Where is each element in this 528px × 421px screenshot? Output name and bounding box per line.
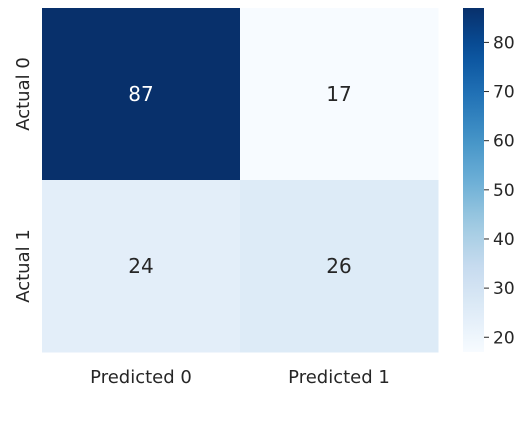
colorbar: 20 30 40 50 60 70 80 <box>463 8 515 352</box>
heatmap-cell-r1-c1 <box>240 180 439 353</box>
colorbar-tick-label: 60 <box>493 132 515 152</box>
heatmap-cells <box>42 8 439 353</box>
x-tick-label: Predicted 1 <box>288 367 390 388</box>
y-tick-label: Actual 0 <box>13 57 34 131</box>
y-tick-labels: Actual 0 Actual 1 <box>13 57 34 303</box>
heatmap-cell-r1-c0 <box>42 180 241 353</box>
colorbar-tick-label: 70 <box>493 83 515 103</box>
colorbar-gradient <box>463 8 484 352</box>
heatmap-cell-r0-c0 <box>42 8 241 181</box>
colorbar-tick-label: 40 <box>493 230 515 250</box>
cell-annotations: 87 17 24 26 <box>128 82 351 278</box>
y-tick-label: Actual 1 <box>13 229 34 303</box>
cell-annotation: 24 <box>128 254 153 278</box>
heatmap-cell-r0-c1 <box>240 8 439 181</box>
x-tick-labels: Predicted 0 Predicted 1 <box>90 367 390 388</box>
colorbar-tick-label: 20 <box>493 328 515 348</box>
cell-annotation: 26 <box>326 254 351 278</box>
colorbar-tick-label: 30 <box>493 279 515 299</box>
cell-annotation: 87 <box>128 82 153 106</box>
colorbar-tick-label: 80 <box>493 33 515 53</box>
colorbar-tick-label: 50 <box>493 181 515 201</box>
x-tick-label: Predicted 0 <box>90 367 192 388</box>
cell-annotation: 17 <box>326 82 351 106</box>
